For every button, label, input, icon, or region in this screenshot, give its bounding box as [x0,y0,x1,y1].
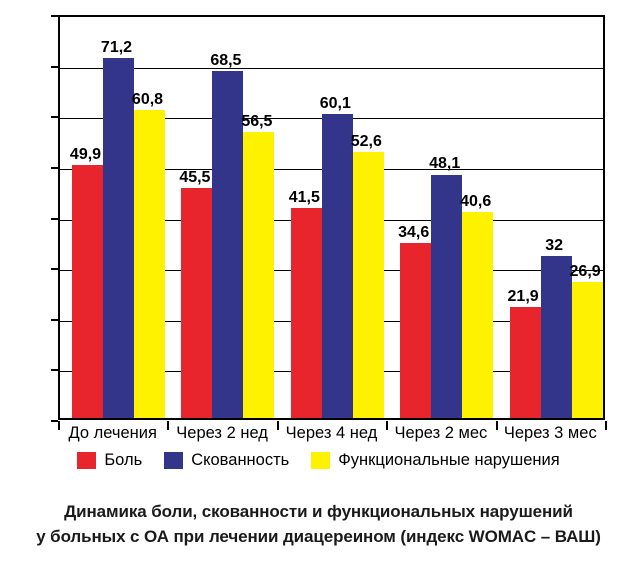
y-tick-mark [51,318,58,321]
legend-swatch-icon [311,452,331,469]
bar [103,57,134,418]
bar [181,187,213,418]
x-tick-mark [58,421,60,430]
x-tick-mark [167,421,170,430]
x-tick-mark [605,421,607,430]
bar [509,307,541,418]
bar-value-label: 26,9 [569,262,601,280]
bar-value-label: 45,5 [179,168,211,186]
bar-value-label: 40,6 [460,193,492,211]
y-tick-mark [51,15,58,17]
figure-caption: Динамика боли, скованности и функциональ… [0,500,637,549]
bar-value-label: 49,9 [69,146,102,164]
caption-line-2: у больных с ОА при лечении диацереином (… [36,526,601,546]
bar [462,212,494,418]
y-tick-mark [51,166,58,169]
legend: Боль Скованность Функциональные нарушения [0,452,637,469]
legend-label: Функциональные нарушения [338,451,560,470]
bar-value-label: 71,2 [100,38,133,56]
x-category-label-3: Через 4 нед [285,424,378,442]
x-category-label-1: До лечения [68,424,157,442]
y-tick-mark [51,217,58,220]
legend-item-1[interactable]: Боль [77,452,142,469]
bar [571,281,603,418]
gridline [60,67,603,69]
plot-area [58,15,605,420]
bar-value-label: 21,9 [507,288,539,306]
x-category-label-2: Через 2 нед [176,424,268,442]
bar [540,256,572,418]
bar-value-label: 41,5 [288,188,320,206]
legend-item-2[interactable]: Скованность [164,452,289,469]
y-tick-mark [51,268,58,271]
y-tick-mark [51,116,58,119]
y-tick-mark [51,420,58,422]
bar [321,113,353,418]
bar [352,151,384,418]
bar-value-label: 48,1 [429,155,461,173]
x-category-label-4: Через 2 мес [394,424,488,442]
bar [134,110,165,418]
legend-item-3[interactable]: Функциональные нарушения [311,451,560,470]
bar-value-label: 52,6 [350,132,382,150]
bar [243,131,275,418]
bar-value-label: 32 [545,237,563,254]
bar [72,165,103,418]
y-tick-mark [51,369,58,372]
x-tick-mark [276,421,279,430]
bar [431,174,463,418]
bar-value-label: 56,5 [241,112,273,130]
caption-line-1: Динамика боли, скованности и функциональ… [64,502,573,521]
legend-label: Боль [104,451,143,470]
x-category-label-5: Через 3 мес [503,424,597,442]
y-tick-mark [51,65,58,68]
bar [212,71,244,418]
x-tick-mark [495,421,498,430]
bar-value-label: 34,6 [398,223,430,241]
bar-value-label: 60,1 [319,94,351,112]
legend-label: Скованность [191,451,290,470]
x-tick-mark [386,421,389,430]
legend-swatch-icon [77,452,97,469]
legend-swatch-icon [164,452,184,469]
bar [290,207,322,418]
bar-value-label: 68,5 [210,52,242,70]
bar [400,242,432,418]
bar-value-label: 60,8 [131,91,164,109]
